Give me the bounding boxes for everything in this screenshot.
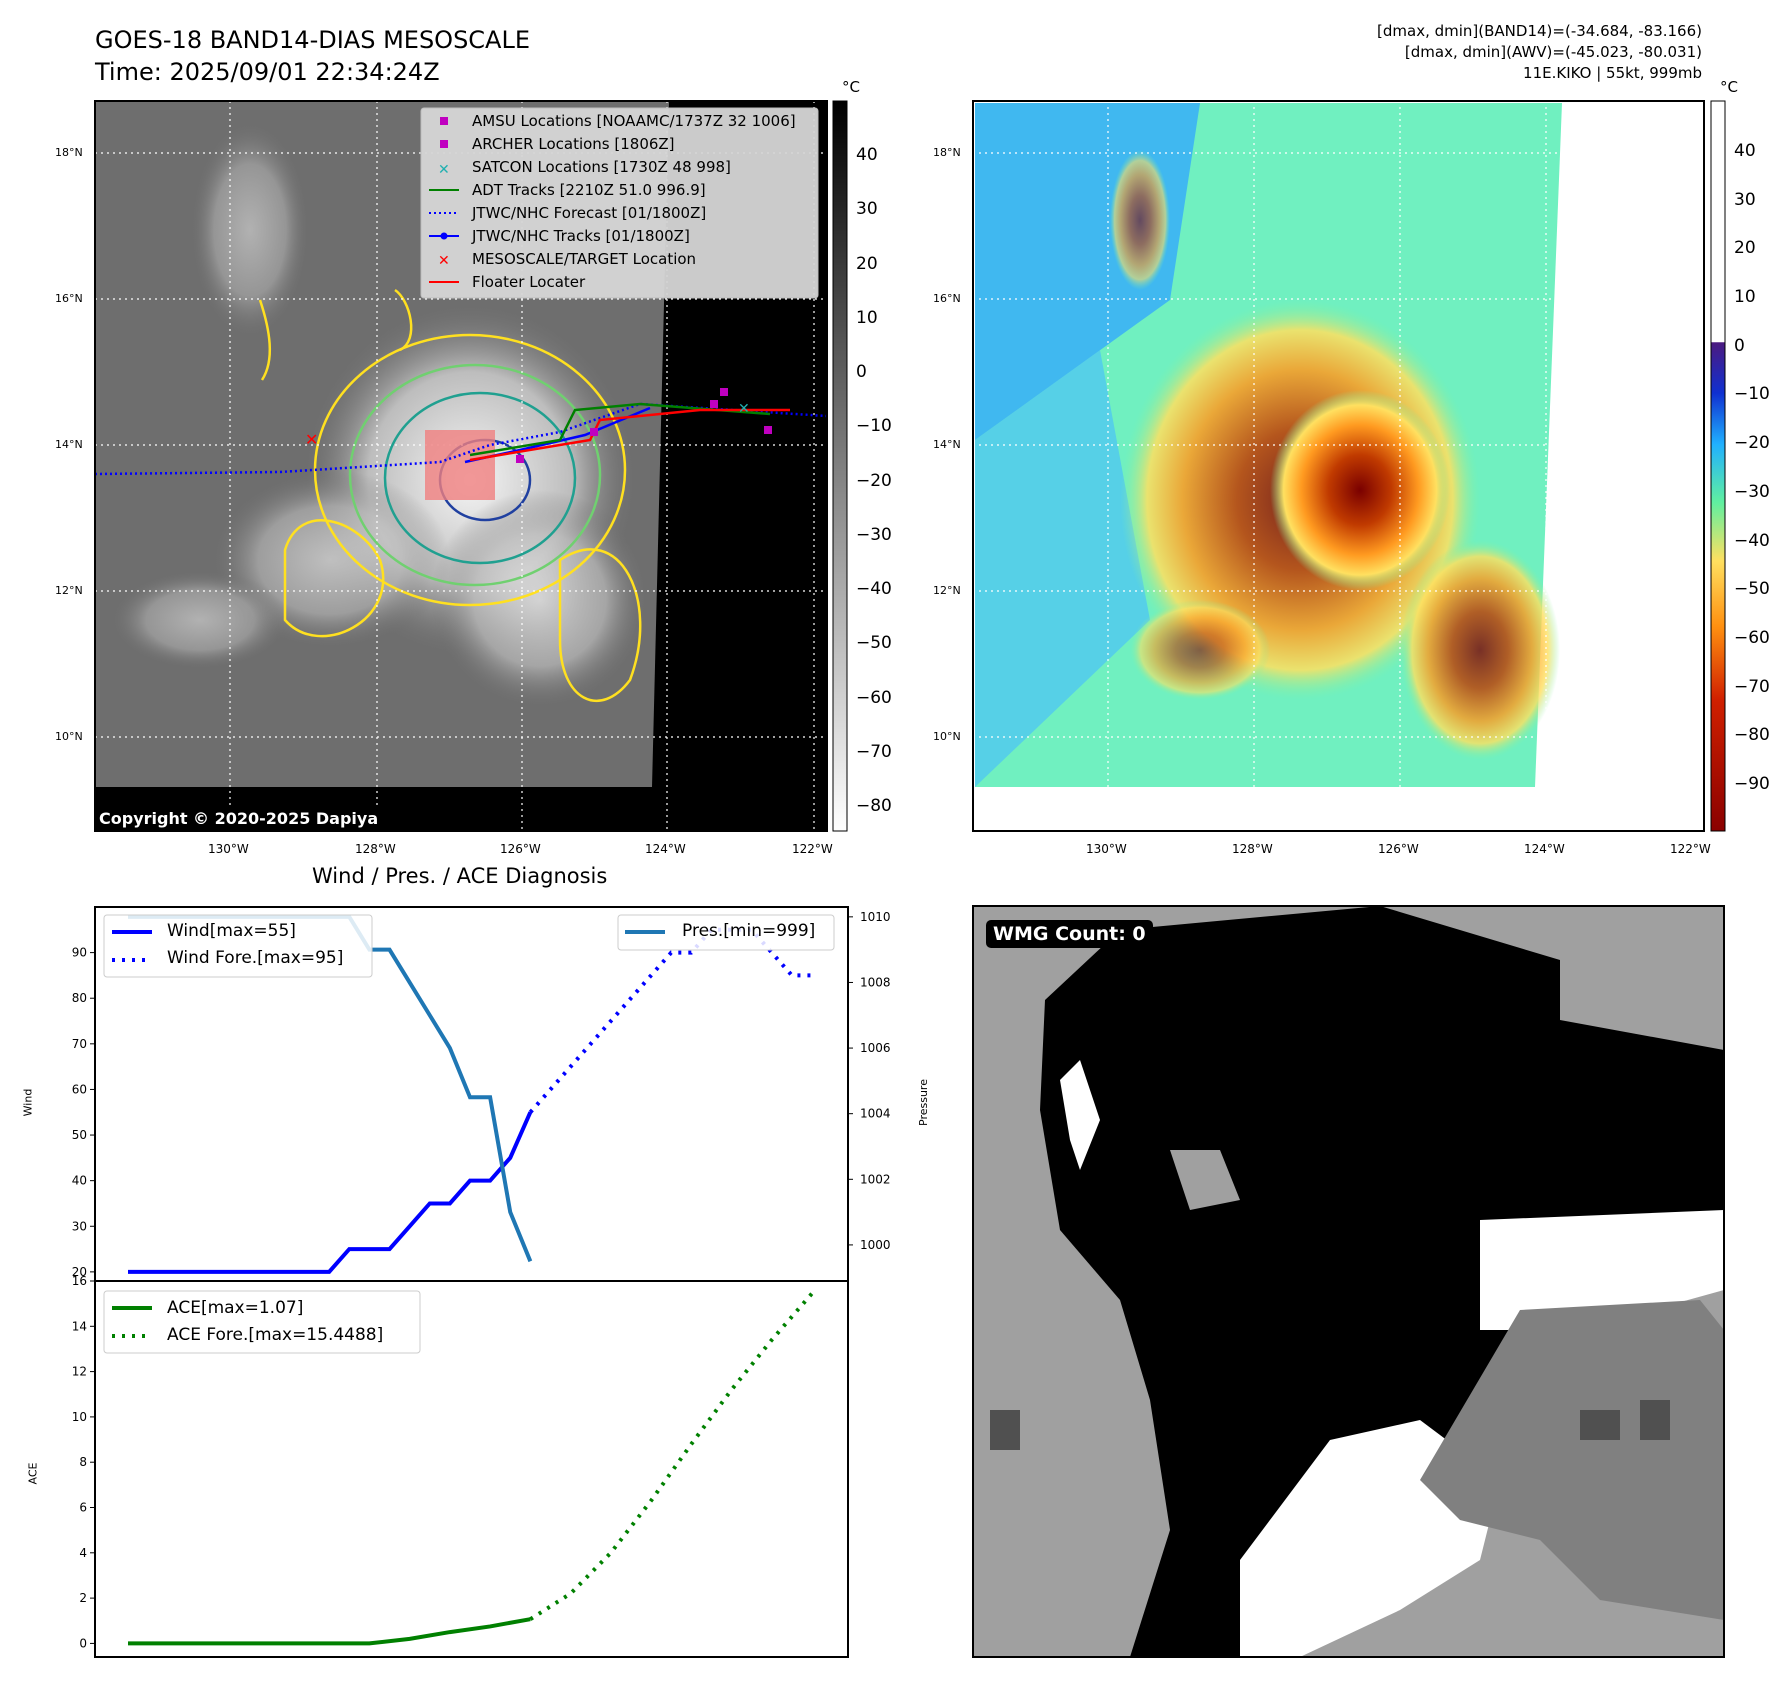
lon-label-124w: 124°W	[645, 842, 686, 856]
svg-text:✕: ✕	[438, 253, 450, 269]
legend-jtwc-tracks: JTWC/NHC Tracks [01/1800Z]	[472, 227, 690, 245]
legend-pres: Pres.[min=999]	[682, 921, 816, 941]
lat-label-12n-b: 12°N	[933, 584, 961, 597]
lon-label-130w-b: 130°W	[1086, 842, 1127, 856]
colorbar-color-tick: −50	[1734, 579, 1770, 600]
wmg-count-label: WMG Count: 0	[986, 920, 1153, 948]
lat-label-14n: 14°N	[55, 438, 83, 451]
colorbar-gray-tick: 10	[856, 307, 878, 328]
lon-label-128w: 128°W	[355, 842, 396, 856]
lon-label-126w-b: 126°W	[1378, 842, 1419, 856]
stat-band14: [dmax, dmin](BAND14)=(-34.684, -83.166)	[1377, 22, 1702, 40]
lon-label-122w: 122°W	[792, 842, 833, 856]
colorbar-gray-tick: −20	[856, 470, 892, 491]
colorbar-color-tick: 0	[1734, 335, 1745, 356]
colorbar-color-unit: °C	[1720, 78, 1738, 96]
colorbar-gray-tick: 30	[856, 199, 878, 220]
axis-label-pressure: Pressure	[916, 1079, 930, 1126]
colorbar-color-tick: −10	[1734, 384, 1770, 405]
legend-amsu: AMSU Locations [NOAAMC/1737Z 32 1006]	[472, 112, 796, 130]
figure-title: GOES-18 BAND14-DIAS MESOSCALE	[95, 26, 531, 54]
axis-label-ace: ACE	[26, 1462, 40, 1485]
lat-label-12n: 12°N	[55, 584, 83, 597]
map-legend: ✕ ✕	[429, 117, 459, 283]
svg-text:✕: ✕	[305, 430, 318, 449]
legend-archer: ARCHER Locations [1806Z]	[472, 135, 675, 153]
legend-wind-fore: Wind Fore.[max=95]	[167, 948, 344, 968]
diagnosis-chart-title: Wind / Pres. / ACE Diagnosis	[312, 864, 608, 888]
axis-label-wind: Wind	[21, 1088, 35, 1117]
lat-label-10n: 10°N	[55, 730, 83, 743]
lon-label-126w: 126°W	[500, 842, 541, 856]
colorbar-color-tick: −30	[1734, 481, 1770, 502]
legend-ace: ACE[max=1.07]	[167, 1298, 304, 1318]
copyright-text: Copyright © 2020-2025 Dapiya	[99, 809, 379, 828]
lon-label-128w-b: 128°W	[1232, 842, 1273, 856]
colorbar-gray-tick: −80	[856, 796, 892, 816]
lon-label-122w-b: 122°W	[1670, 842, 1711, 856]
colorbar-gray-tick: −70	[856, 741, 892, 762]
colorbar-color-tick: 20	[1734, 238, 1756, 259]
lat-label-18n-b: 18°N	[933, 146, 961, 159]
colorbar-gray-tick: −40	[856, 579, 892, 599]
colorbar-gray-tick: −50	[856, 633, 892, 654]
colorbar-gray-tick: −10	[856, 416, 892, 437]
colorbar-color-tick: 40	[1734, 141, 1756, 161]
colorbar-color-tick: 10	[1734, 287, 1756, 308]
svg-text:✕: ✕	[738, 401, 750, 417]
colorbar-color-tick: −90	[1734, 774, 1770, 794]
lat-label-10n-b: 10°N	[933, 730, 961, 743]
lat-label-14n-b: 14°N	[933, 438, 961, 451]
colorbar-color-tick: −70	[1734, 676, 1770, 697]
legend-ace-fore: ACE Fore.[max=15.4488]	[167, 1325, 384, 1345]
legend-adt: ADT Tracks [2210Z 51.0 996.9]	[472, 181, 706, 199]
colorbar-gray-unit: °C	[842, 78, 860, 96]
colorbar-gray-tick: −60	[856, 687, 892, 708]
stat-awv: [dmax, dmin](AWV)=(-45.023, -80.031)	[1404, 43, 1702, 61]
legend-satcon: SATCON Locations [1730Z 48 998]	[472, 158, 731, 176]
figure-time: Time: 2025/09/01 22:34:24Z	[95, 58, 440, 86]
lat-label-16n-b: 16°N	[933, 292, 961, 305]
colorbar-gray-tick: −30	[856, 524, 892, 545]
colorbar-color-tick: −20	[1734, 433, 1770, 454]
colorbar-gray-tick: 0	[856, 362, 867, 382]
legend-jtwc-forecast: JTWC/NHC Forecast [01/1800Z]	[472, 204, 707, 222]
colorbar-gray-tick: 40	[856, 145, 878, 165]
legend-floater: Floater Locater	[472, 273, 586, 291]
lat-label-18n: 18°N	[55, 146, 83, 159]
colorbar-color-tick: −60	[1734, 627, 1770, 648]
legend-wind: Wind[max=55]	[167, 921, 296, 941]
svg-text:✕: ✕	[438, 162, 450, 178]
lon-label-124w-b: 124°W	[1524, 842, 1565, 856]
colorbar-color-tick: −80	[1734, 725, 1770, 746]
lon-label-130w: 130°W	[208, 842, 249, 856]
colorbar-color-tick: −40	[1734, 530, 1770, 551]
stat-storm: 11E.KIKO | 55kt, 999mb	[1523, 64, 1702, 82]
colorbar-color-tick: 30	[1734, 189, 1756, 210]
colorbar-gray-tick: 20	[856, 253, 878, 274]
legend-mesoscale: MESOSCALE/TARGET Location	[472, 250, 697, 268]
lat-label-16n: 16°N	[55, 292, 83, 305]
